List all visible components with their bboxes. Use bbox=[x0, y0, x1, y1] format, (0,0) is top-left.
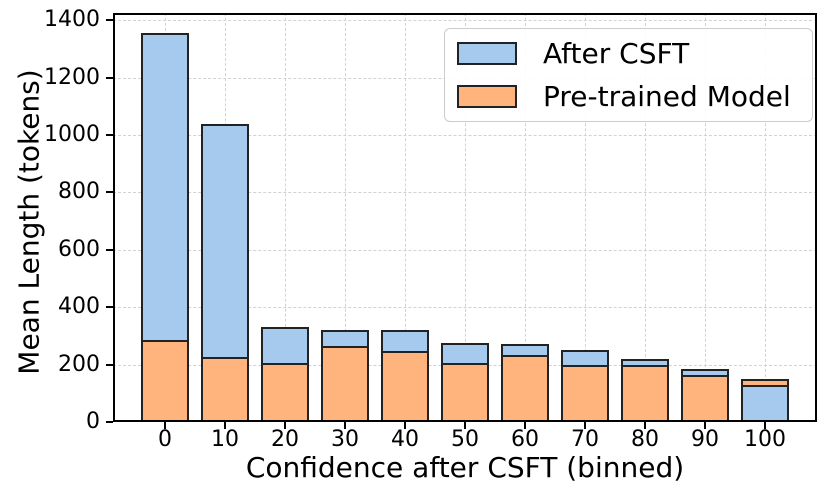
y-tick-mark bbox=[106, 76, 113, 79]
x-tick-mark bbox=[404, 422, 406, 429]
y-tick-label: 1200 bbox=[44, 64, 100, 90]
x-tick-label: 0 bbox=[158, 427, 172, 452]
bar-pre-trained-model bbox=[441, 363, 489, 422]
v-gridline bbox=[645, 13, 646, 422]
y-tick-mark bbox=[106, 306, 113, 309]
y-tick-mark bbox=[106, 248, 113, 251]
x-tick-label: 40 bbox=[391, 427, 419, 452]
x-tick-label: 80 bbox=[631, 427, 659, 452]
x-tick-mark bbox=[584, 422, 586, 429]
bar-pre-trained-model bbox=[321, 346, 369, 422]
x-tick-mark bbox=[644, 422, 646, 429]
y-tick-label: 200 bbox=[58, 351, 100, 377]
x-tick-mark bbox=[224, 422, 226, 429]
legend-item: After CSFT bbox=[457, 38, 800, 69]
y-tick-mark bbox=[106, 19, 113, 22]
y-tick-mark bbox=[106, 133, 113, 136]
legend-swatch-after-csft bbox=[457, 42, 517, 65]
v-gridline bbox=[705, 13, 706, 422]
x-tick-mark bbox=[704, 422, 706, 429]
legend-label: After CSFT bbox=[543, 37, 690, 70]
x-tick-label: 20 bbox=[271, 427, 299, 452]
x-tick-label: 50 bbox=[451, 427, 479, 452]
v-gridline bbox=[405, 13, 406, 422]
v-gridline bbox=[345, 13, 346, 422]
y-tick-label: 400 bbox=[58, 294, 100, 320]
x-tick-mark bbox=[764, 422, 766, 429]
y-tick-mark bbox=[106, 363, 113, 366]
x-tick-mark bbox=[524, 422, 526, 429]
x-axis-label: Confidence after CSFT (binned) bbox=[245, 451, 685, 484]
bar-pre-trained-model bbox=[141, 340, 189, 422]
legend-label: Pre-trained Model bbox=[543, 80, 791, 113]
bar-after-csft bbox=[741, 385, 789, 422]
v-gridline bbox=[285, 13, 286, 422]
y-tick-mark bbox=[106, 191, 113, 194]
legend-swatch-pre-trained-model bbox=[457, 85, 517, 108]
x-tick-label: 60 bbox=[511, 427, 539, 452]
bar-pre-trained-model bbox=[381, 351, 429, 422]
v-gridline bbox=[585, 13, 586, 422]
x-tick-mark bbox=[344, 422, 346, 429]
x-tick-mark bbox=[284, 422, 286, 429]
x-tick-label: 10 bbox=[211, 427, 239, 452]
x-tick-label: 70 bbox=[571, 427, 599, 452]
x-tick-label: 100 bbox=[744, 427, 786, 452]
bar-pre-trained-model bbox=[501, 355, 549, 422]
y-tick-label: 600 bbox=[58, 236, 100, 262]
bar-pre-trained-model bbox=[681, 375, 729, 422]
v-gridline bbox=[525, 13, 526, 422]
y-axis-label: Mean Length (tokens) bbox=[12, 69, 46, 375]
x-tick-label: 90 bbox=[691, 427, 719, 452]
x-tick-mark bbox=[164, 422, 166, 429]
legend-item: Pre-trained Model bbox=[457, 81, 800, 112]
bar-pre-trained-model bbox=[261, 363, 309, 422]
legend: After CSFT Pre-trained Model bbox=[444, 28, 813, 122]
bar-pre-trained-model bbox=[621, 365, 669, 422]
x-tick-label: 30 bbox=[331, 427, 359, 452]
y-tick-label: 1000 bbox=[44, 121, 100, 147]
bar-pre-trained-model bbox=[201, 357, 249, 422]
x-tick-mark bbox=[464, 422, 466, 429]
y-tick-label: 0 bbox=[86, 409, 100, 434]
y-tick-mark bbox=[106, 421, 113, 423]
y-tick-label: 1400 bbox=[44, 7, 100, 33]
y-tick-label: 800 bbox=[58, 179, 100, 205]
bar-pre-trained-model bbox=[561, 365, 609, 422]
v-gridline bbox=[765, 13, 766, 422]
v-gridline bbox=[465, 13, 466, 422]
